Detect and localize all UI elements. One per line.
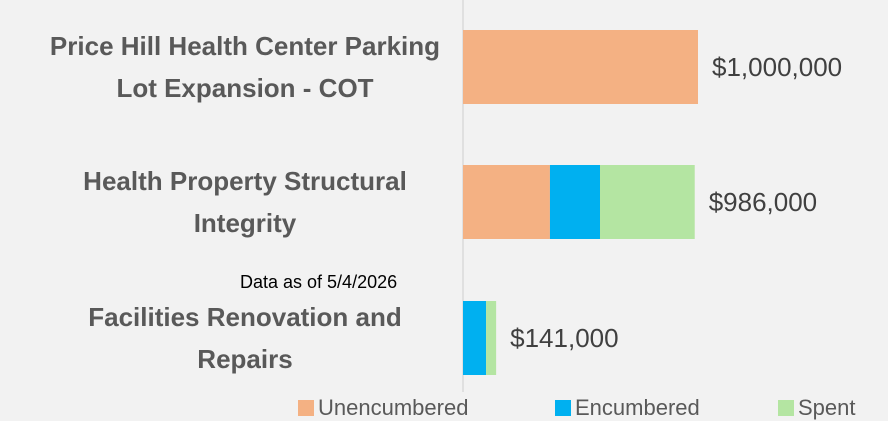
annotation: Data as of 5/4/2026 [240, 272, 397, 292]
bar-segment [549, 165, 601, 239]
legend-swatch [778, 400, 794, 416]
total-label: $986,000 [709, 187, 817, 217]
total-label: $1,000,000 [712, 52, 842, 82]
bar-segment [600, 165, 695, 239]
legend-swatch [555, 400, 571, 416]
bar-segment [486, 301, 497, 375]
category-label: Facilities Renovation and Repairs [88, 302, 402, 374]
bar-segment [463, 30, 698, 104]
category-label: Health Property Structural Integrity [83, 166, 407, 238]
bar-segment [463, 301, 487, 375]
legend-label: Spent [798, 395, 856, 420]
total-label: $141,000 [510, 323, 618, 353]
legend-label: Encumbered [575, 395, 700, 420]
category-label: Price Hill Health Center Parking Lot Exp… [49, 31, 441, 103]
bar-segment [463, 165, 550, 239]
legend-label: Unencumbered [318, 395, 468, 420]
legend-swatch [298, 400, 314, 416]
